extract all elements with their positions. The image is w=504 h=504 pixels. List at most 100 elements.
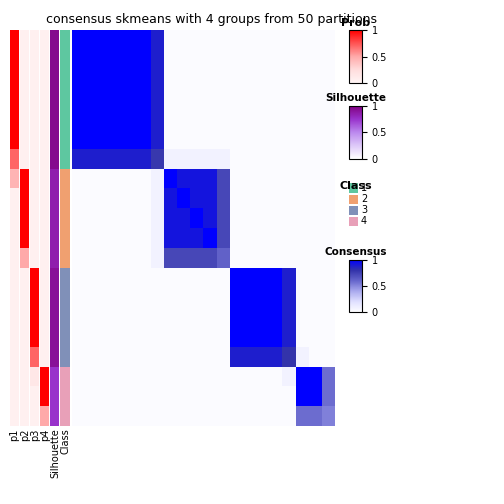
Bar [20,169,29,188]
Bar [30,386,39,406]
Bar [20,90,29,109]
Bar [10,307,19,327]
Bar [30,129,39,149]
Text: Consensus: Consensus [324,247,387,257]
Bar [30,169,39,188]
Bar [10,149,19,169]
Bar [10,347,19,366]
Bar [20,386,29,406]
Bar [40,129,49,149]
Bar [20,129,29,149]
Bar [30,327,39,347]
Text: Class: Class [60,428,70,454]
Bar [40,347,49,366]
Bar [50,327,59,347]
Bar [40,228,49,248]
Bar [60,188,70,208]
Bar [20,30,29,50]
Bar [60,287,70,307]
Bar [40,70,49,90]
Text: p2: p2 [20,428,30,441]
Bar [50,366,59,386]
Bar [60,70,70,90]
Bar [40,307,49,327]
Bar [30,149,39,169]
Bar [20,307,29,327]
Bar [60,129,70,149]
Text: 2: 2 [361,194,367,204]
Bar [50,268,59,287]
Bar [10,30,19,50]
Bar [50,307,59,327]
Text: 4: 4 [361,216,367,226]
Bar [40,188,49,208]
Bar [30,188,39,208]
Bar [60,366,70,386]
Bar [30,307,39,327]
Bar [60,248,70,268]
Bar [30,287,39,307]
Bar [50,90,59,109]
Bar [10,228,19,248]
Bar [60,386,70,406]
Bar [20,366,29,386]
Bar [10,248,19,268]
Text: Silhouette: Silhouette [325,93,386,103]
Bar [50,188,59,208]
Bar [40,90,49,109]
Bar [20,188,29,208]
Bar [30,109,39,129]
Bar [40,248,49,268]
Bar [10,208,19,228]
Bar [60,406,70,426]
Text: p4: p4 [40,428,50,441]
Bar [60,169,70,188]
Bar [20,347,29,366]
Bar [50,228,59,248]
Bar [30,347,39,366]
Bar [60,228,70,248]
Bar [50,149,59,169]
Text: Silhouette: Silhouette [50,428,60,478]
Bar [40,208,49,228]
Bar [30,208,39,228]
Text: Prob: Prob [341,18,370,28]
Bar [10,327,19,347]
Bar [30,406,39,426]
Bar [10,188,19,208]
Bar [30,248,39,268]
Bar [10,268,19,287]
Bar [20,50,29,70]
Text: Class: Class [339,181,372,192]
Bar [30,30,39,50]
Bar [10,109,19,129]
Text: p3: p3 [30,428,40,441]
Bar [20,208,29,228]
Bar [40,149,49,169]
Bar [50,109,59,129]
Bar [10,366,19,386]
Bar [30,70,39,90]
Bar [50,386,59,406]
Bar [40,109,49,129]
Bar [50,208,59,228]
Bar [50,347,59,366]
Bar [30,228,39,248]
Bar [50,30,59,50]
Bar [10,386,19,406]
Text: consensus skmeans with 4 groups from 50 partitions: consensus skmeans with 4 groups from 50 … [46,13,377,26]
Bar [60,30,70,50]
Bar [50,248,59,268]
Bar [10,287,19,307]
Bar [40,287,49,307]
Bar [60,327,70,347]
Bar [60,208,70,228]
Bar [30,366,39,386]
Bar [60,149,70,169]
Bar [40,268,49,287]
Bar [60,347,70,366]
Bar [20,327,29,347]
Bar [40,366,49,386]
Bar [20,149,29,169]
Text: 1: 1 [361,183,367,193]
